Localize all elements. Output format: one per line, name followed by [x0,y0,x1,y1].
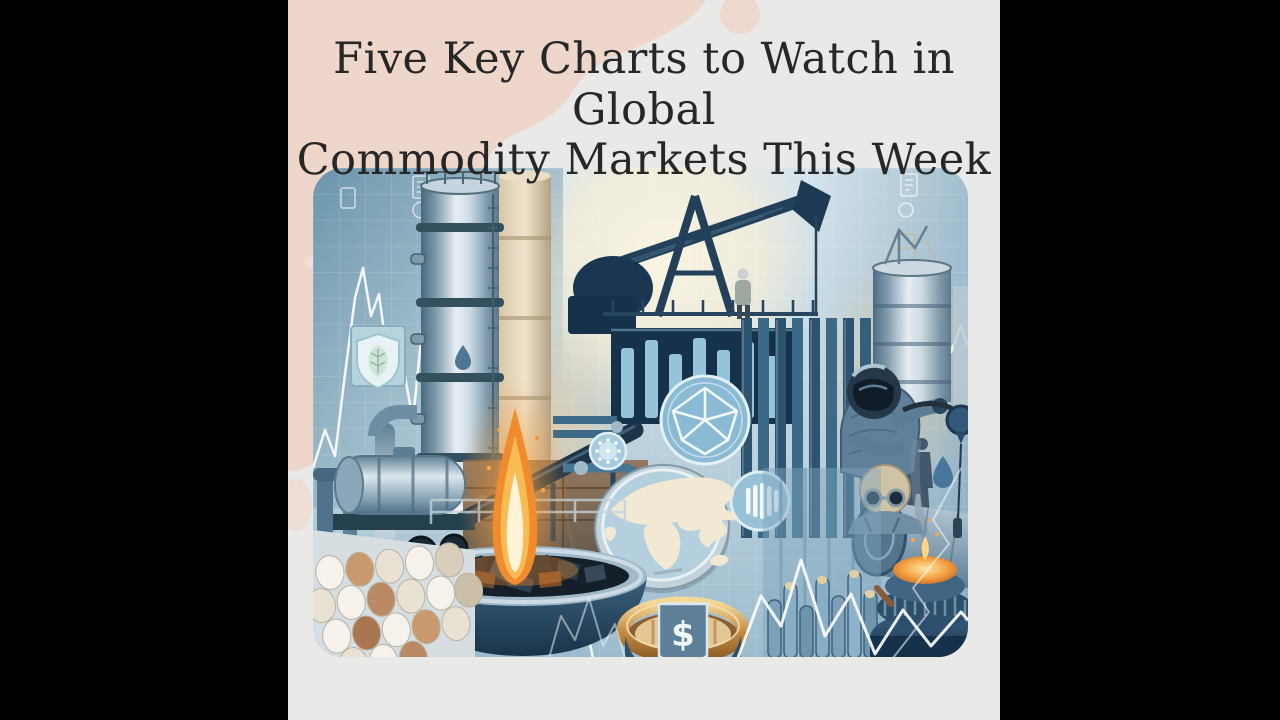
worker-on-platform [735,268,751,319]
molten-ember [893,556,957,584]
dollar-basin: $ [616,596,750,657]
smelting-vessel [870,439,968,657]
egg-row [322,606,471,654]
illustration: $ [313,168,968,657]
oil-drop-icon [933,456,953,488]
slide-canvas: Five Key Charts to Watch in Global Commo… [288,0,1000,720]
diamond-emblem-icon [659,374,751,466]
title-line-1: Five Key Charts to Watch in Global [333,34,955,135]
egg-row [339,640,428,657]
measuring-rod [901,401,963,417]
flower-emblem-icon [588,431,628,471]
slide-title: Five Key Charts to Watch in Global Commo… [288,34,1000,186]
goggle-worker [848,464,924,534]
dollar-symbol: $ [671,615,695,655]
egg-row [313,572,484,623]
suited-worker [840,363,968,538]
illustration-svg: $ [313,168,968,657]
plumb-bulb [945,404,968,436]
letterbox-right [1000,0,1280,720]
egg-tray [313,530,484,657]
bar-chart-emblem-icon [729,470,791,532]
foreground-price-chart [548,467,968,657]
document-icon [900,173,918,197]
right-silo [872,225,968,416]
letterbox-left [0,0,288,720]
egg-row [315,542,464,590]
shield-leaf-icon [350,325,406,390]
horsehead [793,180,831,232]
title-line-2: Commodity Markets This Week [296,135,992,186]
globe-icon [594,463,737,594]
dollar-tag: $ [657,602,709,657]
circle-icon [898,202,914,218]
